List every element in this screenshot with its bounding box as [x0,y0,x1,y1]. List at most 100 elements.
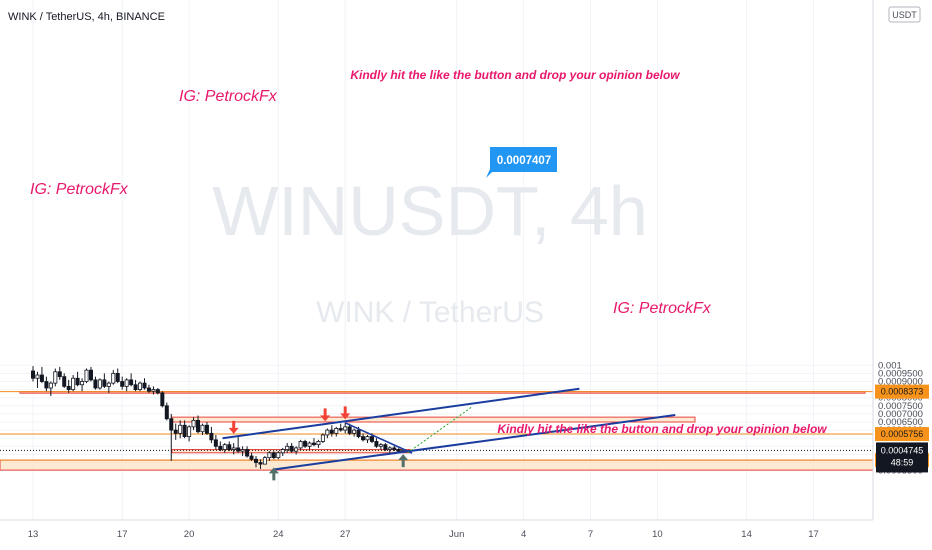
candle-body [316,441,321,446]
candle-body [369,436,374,442]
horizontal-levels [0,391,873,461]
candle-body [294,447,299,452]
candle-body [285,445,290,450]
up-arrow-icon [398,454,409,468]
annotation-texts: Kindly hit the like the button and drop … [30,68,827,436]
candle-body [173,429,178,434]
price-tick-label: 0.0007000 [878,409,923,420]
currency-badge-label: USDT [892,10,917,20]
candle-body [253,458,258,463]
candle-body [276,452,281,459]
price-axis[interactable]: 0.00035000.00040000.00045000.00050000.00… [872,0,932,520]
candle-body [383,444,388,450]
candle-body [133,384,138,390]
candle-body [320,434,325,442]
candle-body [213,439,218,447]
candle-body [102,379,107,387]
candle-body [48,382,53,389]
candle-body [311,442,316,446]
candle-body [151,389,156,392]
ig-label-top: IG: PetrockFx [179,88,278,105]
ig-label-left: IG: PetrockFx [30,181,129,198]
candle-body [196,419,201,433]
candle-body [325,429,330,436]
current-price-badge-bg [876,442,928,473]
candle-body [204,424,209,434]
promo-text-top: Kindly hit the like the button and drop … [350,68,680,82]
candle-body [200,424,205,433]
currency-badge[interactable]: USDT [888,6,921,23]
candle-body [146,387,151,392]
ig-label-right: IG: PetrockFx [613,300,712,317]
time-tick-label: 17 [117,529,128,540]
candle-body [343,426,348,431]
candle-body [365,436,370,441]
candle-body [53,371,58,384]
candle-body [160,392,165,407]
candle-body [303,441,308,447]
candle-body [258,462,263,465]
candle-body [245,449,250,457]
candle-body [35,374,40,379]
candle-body [115,372,120,382]
candle-body [236,447,241,452]
time-tick-label: 10 [652,529,663,540]
candle-body [307,442,312,447]
projection-path [407,406,473,454]
time-axis[interactable]: 13 17 20 24 27 Jun 4 7 10 14 17 [0,519,932,550]
current-price-badge: 0.0004745 48:59 [876,442,928,473]
candle-body [361,436,366,441]
candle-body [93,379,98,389]
candle-body [66,385,71,390]
candle-body [338,428,343,431]
candle-body [374,441,379,447]
candle-body [271,452,276,459]
candle-body [30,370,35,379]
trend-drawings [222,387,676,471]
downtrend-line [344,422,413,454]
time-tick-label: 20 [184,529,195,540]
candle-body [124,379,129,387]
time-tick-label: 4 [521,529,526,540]
symbol-header: WINK / TetherUS, 4h, BINANCE [8,11,165,23]
watermark-symbol: WINUSDT, 4h [212,172,648,250]
candle-body [352,429,357,434]
candle-body [249,455,254,460]
candle-body [392,447,397,450]
candle-body [80,381,85,386]
lower-channel-line [273,414,676,471]
upper-channel-line [222,387,580,440]
time-tick-label: 24 [273,529,284,540]
candle-body [111,372,116,384]
time-tick-label: 17 [808,529,819,540]
price-tick-label: 0.0006500 [878,417,923,428]
time-tick-label: Jun [449,529,464,540]
price-tick-label: 0.0009000 [878,377,923,388]
target-label-text: 0.0007407 [497,155,551,167]
price-tick-label: 0.0007500 [878,401,923,412]
candle-body [231,447,236,450]
candle-body [106,382,111,387]
candle-body [267,452,272,459]
time-tick-labels: 13 17 20 24 27 Jun 4 7 10 14 17 [28,529,819,540]
up-arrow-icon [268,467,279,481]
candle-body [57,371,62,378]
watermark-pair: WINK / TetherUS [316,296,544,329]
candle-body [396,449,401,452]
time-tick-label: 7 [588,529,593,540]
level-price-value: 0.0005756 [881,429,924,439]
down-arrow-icon [228,420,239,434]
time-tick-label: 27 [340,529,351,540]
price-tick-label: 0.0009500 [878,368,923,379]
grid [0,0,873,520]
candle-body [142,382,147,389]
price-zone [0,459,874,471]
currency-badge-box [888,6,921,23]
candle-body [227,444,232,450]
candle-body [62,376,67,387]
target-label: 0.0007407 [486,147,557,178]
candle-body [120,381,125,387]
down-arrow-icon [340,406,351,420]
